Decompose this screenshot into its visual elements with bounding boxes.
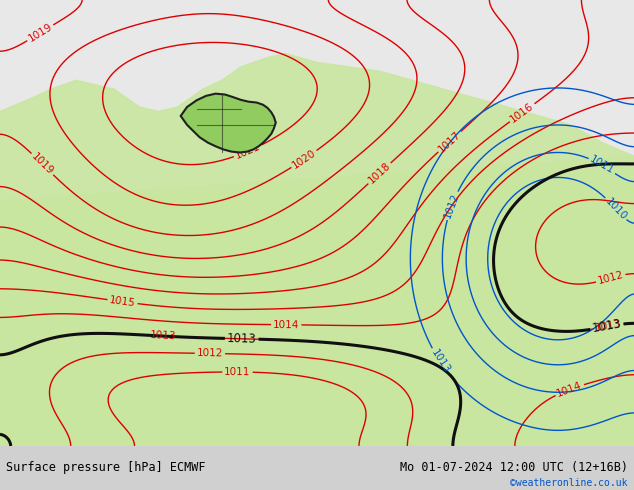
Text: 1010: 1010 [603, 196, 628, 222]
Text: 1013: 1013 [429, 347, 451, 375]
Text: 1019: 1019 [27, 22, 54, 44]
Text: Mo 01-07-2024 12:00 UTC (12+16B): Mo 01-07-2024 12:00 UTC (12+16B) [399, 462, 628, 474]
Text: 1016: 1016 [508, 101, 536, 124]
Text: 1011: 1011 [224, 367, 250, 377]
Text: 1018: 1018 [366, 161, 392, 186]
Text: 1021: 1021 [234, 142, 262, 161]
Text: 1013: 1013 [150, 330, 177, 342]
Text: 1020: 1020 [290, 147, 318, 171]
Text: 1015: 1015 [109, 295, 136, 308]
Text: 1011: 1011 [588, 154, 616, 176]
Text: 1012: 1012 [597, 270, 624, 286]
Text: 1012: 1012 [443, 192, 461, 220]
Text: 1013: 1013 [591, 318, 623, 336]
Text: 1019: 1019 [30, 151, 55, 177]
Polygon shape [0, 53, 634, 446]
Text: 1013: 1013 [227, 332, 257, 345]
Text: 1012: 1012 [197, 348, 223, 359]
Polygon shape [0, 156, 634, 446]
Text: 1013: 1013 [595, 319, 623, 333]
Polygon shape [181, 94, 276, 152]
Text: Surface pressure [hPa] ECMWF: Surface pressure [hPa] ECMWF [6, 462, 206, 474]
Text: 1014: 1014 [555, 380, 584, 399]
Text: ©weatheronline.co.uk: ©weatheronline.co.uk [510, 478, 628, 488]
Text: 1017: 1017 [436, 129, 463, 154]
Text: 1014: 1014 [273, 319, 299, 330]
